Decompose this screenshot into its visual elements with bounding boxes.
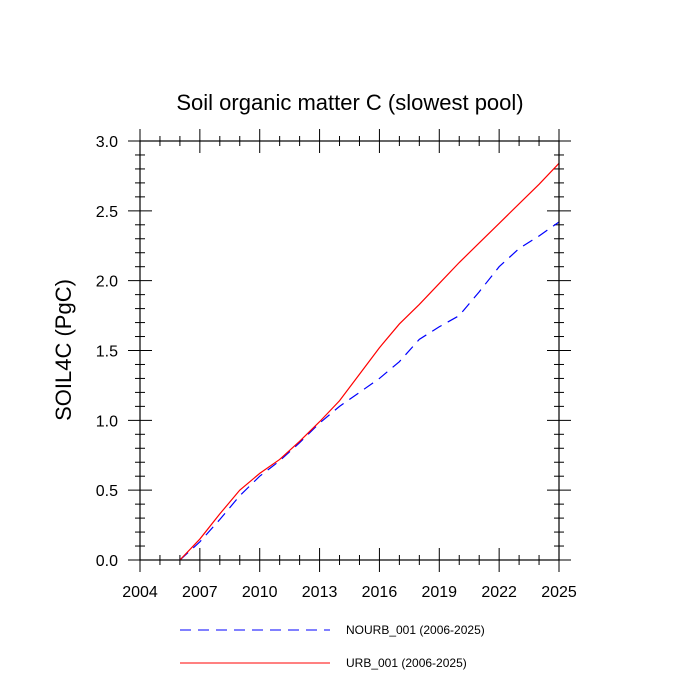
x-tick-label: 2025	[541, 584, 577, 601]
x-tick-label: 2007	[182, 584, 218, 601]
y-tick-label: 0.0	[96, 553, 118, 570]
plot-frame	[139, 140, 560, 561]
legend-label: URB_001 (2006-2025)	[346, 656, 467, 670]
y-axis-label: SOIL4C (PgC)	[51, 279, 76, 421]
axis-tick-labels: 2004 2007 2010 2013 2016 2019 2022 2025 0.0 0.5 1.…	[96, 134, 577, 601]
series-lines	[179, 162, 560, 561]
y-tick-label: 1.0	[96, 413, 118, 430]
y-tick-label: 3.0	[96, 134, 118, 151]
x-tick-label: 2019	[421, 584, 457, 601]
y-tick-label: 2.0	[96, 274, 118, 291]
series-line-1	[179, 162, 560, 561]
legend: NOURB_001 (2006-2025) URB_001 (2006-2025)	[180, 623, 485, 670]
y-tick-label: 1.5	[96, 344, 118, 361]
x-tick-label: 2016	[362, 584, 398, 601]
x-tick-label: 2022	[481, 584, 517, 601]
x-tick-label: 2004	[122, 584, 158, 601]
y-tick-label: 2.5	[96, 204, 118, 221]
x-tick-label: 2010	[242, 584, 278, 601]
series-line-0	[179, 221, 560, 561]
chart-title: Soil organic matter C (slowest pool)	[176, 90, 523, 115]
y-tick-label: 0.5	[96, 483, 118, 500]
x-tick-label: 2013	[302, 584, 338, 601]
legend-label: NOURB_001 (2006-2025)	[346, 623, 485, 637]
